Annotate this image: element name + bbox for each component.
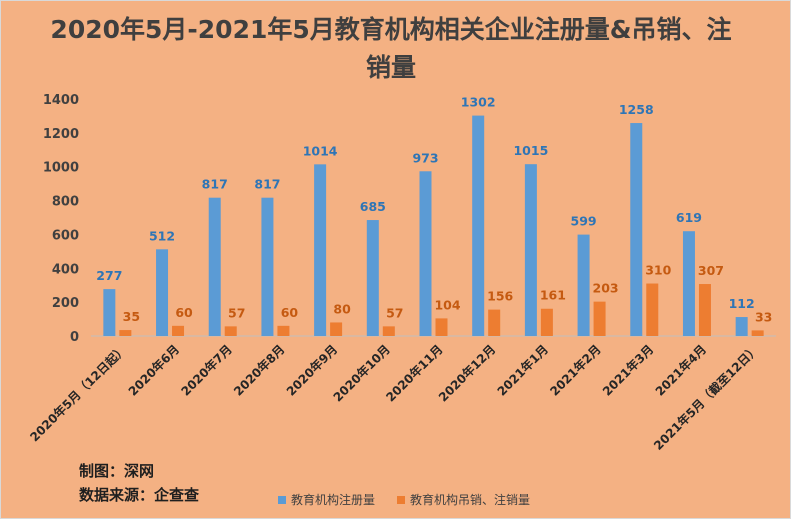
y-tick-label: 1000 xyxy=(43,161,79,176)
data-source-credit: 数据来源：企查查 xyxy=(79,486,200,504)
data-label-registrations: 1015 xyxy=(513,143,548,158)
data-label-registrations: 112 xyxy=(729,296,755,311)
bar-cancellations xyxy=(698,284,711,336)
legend-label-cancellations: 教育机构吊销、注销量 xyxy=(410,493,531,507)
x-tick-label: 2021年2月 xyxy=(547,342,604,399)
bar-cancellations xyxy=(330,322,343,336)
bar-registrations xyxy=(103,289,116,336)
x-tick-label: 2021年4月 xyxy=(652,342,709,399)
bar-registrations xyxy=(630,123,643,336)
data-label-cancellations: 57 xyxy=(386,305,403,320)
credits: 制图：深网 数据来源：企查查 xyxy=(79,459,199,507)
x-tick-label: 2021年3月 xyxy=(599,342,656,399)
y-tick-label: 1400 xyxy=(43,93,79,108)
bar-registrations xyxy=(314,164,327,336)
bar-cancellations xyxy=(435,318,448,336)
x-tick-label: 2021年1月 xyxy=(494,342,551,399)
data-label-cancellations: 33 xyxy=(755,309,772,324)
bar-cancellations xyxy=(751,330,764,336)
producer-credit: 制图：深网 xyxy=(79,462,155,480)
bar-registrations xyxy=(472,115,485,336)
data-label-cancellations: 57 xyxy=(228,305,245,320)
bar-cancellations xyxy=(593,301,606,336)
data-label-cancellations: 80 xyxy=(333,301,351,316)
bar-registrations xyxy=(208,197,221,336)
bar-cancellations xyxy=(540,308,553,336)
y-tick-label: 400 xyxy=(52,262,79,277)
x-tick-label: 2020年9月 xyxy=(283,342,340,399)
legend: 教育机构注册量 教育机构吊销、注销量 xyxy=(278,491,530,508)
bar-registrations xyxy=(261,197,274,336)
x-tick-label: 2020年7月 xyxy=(178,342,235,399)
data-label-registrations: 973 xyxy=(412,150,438,165)
data-label-cancellations: 104 xyxy=(434,297,460,312)
bar-cancellations xyxy=(277,325,290,336)
data-label-registrations: 512 xyxy=(149,228,175,243)
data-label-registrations: 1258 xyxy=(619,102,654,117)
y-tick-label: 0 xyxy=(70,330,79,345)
data-label-cancellations: 161 xyxy=(540,288,566,303)
legend-item-registrations: 教育机构注册量 xyxy=(278,491,375,508)
legend-item-cancellations: 教育机构吊销、注销量 xyxy=(397,491,530,508)
bar-cancellations xyxy=(646,283,659,336)
data-label-cancellations: 60 xyxy=(281,305,299,320)
bar-cancellations xyxy=(382,326,395,336)
y-tick-label: 600 xyxy=(52,228,79,243)
data-label-registrations: 1302 xyxy=(461,95,496,110)
x-tick-label: 2020年8月 xyxy=(230,342,287,399)
x-tick-label: 2020年5月（12日起） xyxy=(27,342,130,445)
data-label-registrations: 685 xyxy=(360,199,386,214)
x-tick-label: 2020年6月 xyxy=(125,342,182,399)
bar-registrations xyxy=(156,249,169,336)
bar-registrations xyxy=(366,220,379,336)
legend-swatch-registrations xyxy=(278,495,286,504)
bar-registrations xyxy=(524,164,537,336)
data-label-registrations: 1014 xyxy=(303,143,338,158)
chart-title: 2020年5月-2021年5月教育机构相关企业注册量&吊销、注销量 xyxy=(50,15,732,82)
x-tick-label: 2021年5月（截至12日） xyxy=(650,342,761,453)
data-label-cancellations: 310 xyxy=(645,263,671,278)
bar-registrations xyxy=(735,317,748,336)
data-label-registrations: 599 xyxy=(571,214,597,229)
data-label-registrations: 817 xyxy=(202,177,228,192)
y-tick-label: 1200 xyxy=(43,127,79,142)
bar-cancellations xyxy=(172,325,185,336)
data-label-cancellations: 203 xyxy=(593,281,619,296)
bar-registrations xyxy=(419,171,432,336)
data-label-cancellations: 35 xyxy=(123,309,140,324)
x-tick-label: 2020年12月 xyxy=(435,342,498,405)
legend-swatch-cancellations xyxy=(397,495,406,504)
data-label-cancellations: 60 xyxy=(175,305,193,320)
bar-cancellations xyxy=(224,326,237,336)
bar-registrations xyxy=(577,234,590,336)
data-label-cancellations: 156 xyxy=(487,289,513,304)
bar-registrations xyxy=(682,231,695,336)
data-label-registrations: 619 xyxy=(676,210,702,225)
bar-cancellations xyxy=(488,309,501,336)
data-label-registrations: 277 xyxy=(96,268,122,283)
data-label-cancellations: 307 xyxy=(698,263,724,278)
bar-cancellations xyxy=(119,330,132,336)
y-tick-label: 200 xyxy=(52,296,79,311)
y-tick-label: 800 xyxy=(52,195,79,210)
data-label-registrations: 817 xyxy=(254,177,280,192)
legend-label-registrations: 教育机构注册量 xyxy=(291,493,376,507)
